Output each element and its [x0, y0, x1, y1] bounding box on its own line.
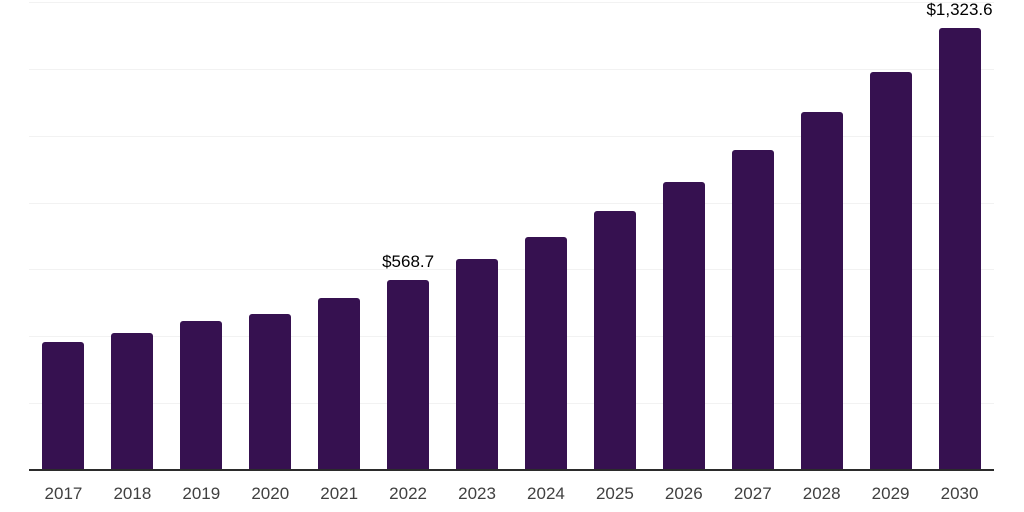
gridline-1200	[29, 68, 994, 70]
bar-2029	[869, 72, 912, 470]
gridline-800	[29, 202, 994, 204]
x-tick-label-2019: 2019	[182, 484, 221, 503]
gridline-1400	[29, 2, 994, 3]
data-label-2022: $568.7	[382, 252, 435, 272]
bar-2030	[938, 27, 981, 470]
bar-2027	[731, 149, 774, 470]
data-label-2030: $1,323.6	[926, 0, 993, 19]
plot-area: $568.7 $1,323.6	[29, 0, 994, 470]
x-tick-label-2023: 2023	[458, 484, 496, 503]
gridline-200	[29, 403, 994, 405]
bar-2020	[249, 313, 292, 470]
x-tick-label-2017: 2017	[44, 484, 83, 503]
x-tick-label-2021: 2021	[320, 484, 359, 503]
x-tick-label-2020: 2020	[251, 484, 290, 503]
gridline-1000	[29, 135, 994, 137]
x-tick-label-2025: 2025	[595, 484, 634, 503]
bar-2019	[180, 321, 223, 470]
bar-2024	[524, 236, 567, 470]
bar-2025	[593, 210, 636, 470]
bar-2026	[662, 182, 705, 470]
bar-2017	[42, 341, 85, 470]
gridline-400	[29, 336, 994, 338]
x-tick-label-2024: 2024	[527, 484, 565, 503]
x-tick-label-2029: 2029	[871, 484, 910, 503]
bar-2021	[318, 298, 361, 470]
bar-2022	[387, 279, 430, 470]
bar-2028	[800, 112, 843, 470]
x-axis-line	[29, 469, 994, 471]
bar-2018	[111, 332, 154, 470]
x-tick-label-2018: 2018	[113, 484, 152, 503]
x-tick-label-2022: 2022	[389, 484, 428, 503]
x-tick-label-2030: 2030	[940, 484, 979, 503]
gridline-600	[29, 269, 994, 271]
x-tick-label-2027: 2027	[733, 484, 772, 503]
x-tick-label-2028: 2028	[802, 484, 841, 503]
bar-2023	[456, 259, 499, 470]
x-tick-label-2026: 2026	[664, 484, 703, 503]
